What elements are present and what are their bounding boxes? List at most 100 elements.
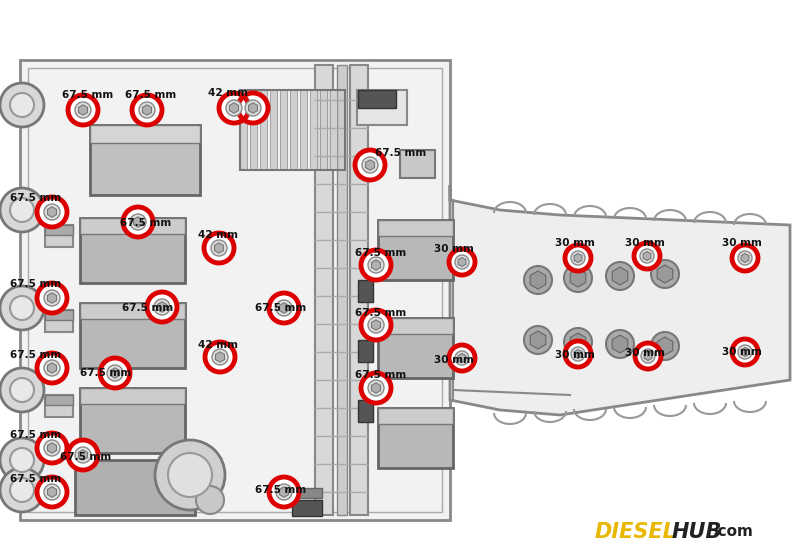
Circle shape	[651, 332, 679, 360]
Bar	[358, 400, 373, 422]
Circle shape	[455, 351, 469, 365]
Text: 67.5 mm: 67.5 mm	[255, 303, 306, 313]
Bar	[378, 220, 453, 280]
Bar	[90, 125, 200, 143]
Polygon shape	[658, 337, 673, 355]
Circle shape	[738, 345, 752, 359]
Text: 42 mm: 42 mm	[208, 88, 248, 98]
Circle shape	[66, 93, 100, 127]
Circle shape	[563, 243, 593, 273]
Circle shape	[359, 248, 393, 282]
Bar	[80, 388, 185, 453]
Circle shape	[276, 484, 292, 500]
Polygon shape	[110, 368, 119, 378]
Circle shape	[564, 328, 592, 356]
Circle shape	[571, 347, 585, 361]
Circle shape	[10, 93, 34, 117]
Circle shape	[75, 447, 91, 463]
Polygon shape	[371, 320, 381, 330]
Polygon shape	[574, 349, 582, 359]
Text: 67.5 mm: 67.5 mm	[10, 279, 62, 289]
Polygon shape	[47, 487, 57, 497]
Circle shape	[130, 214, 146, 230]
Bar	[280, 90, 287, 170]
Circle shape	[447, 343, 477, 373]
Bar	[300, 90, 307, 170]
Polygon shape	[134, 217, 142, 227]
Polygon shape	[458, 257, 466, 267]
Polygon shape	[47, 293, 57, 303]
Bar	[378, 408, 453, 424]
Circle shape	[455, 255, 469, 269]
Circle shape	[563, 339, 593, 369]
Circle shape	[564, 264, 592, 292]
Polygon shape	[530, 331, 546, 349]
Circle shape	[368, 380, 384, 396]
Bar	[240, 90, 247, 170]
Polygon shape	[658, 265, 673, 283]
Bar	[292, 488, 322, 498]
Circle shape	[0, 286, 44, 330]
Circle shape	[641, 349, 655, 363]
Circle shape	[730, 337, 760, 367]
Bar	[310, 90, 317, 170]
Polygon shape	[371, 260, 381, 270]
Polygon shape	[214, 243, 223, 253]
Polygon shape	[78, 105, 87, 115]
Bar	[45, 310, 73, 332]
Bar	[358, 340, 373, 362]
Polygon shape	[530, 271, 546, 289]
Text: 67.5 mm: 67.5 mm	[10, 474, 62, 484]
Bar	[45, 395, 73, 417]
Circle shape	[571, 251, 585, 265]
Circle shape	[353, 148, 387, 182]
Text: 30 mm: 30 mm	[434, 244, 474, 254]
Circle shape	[633, 341, 663, 371]
Circle shape	[44, 484, 60, 500]
Bar	[80, 303, 185, 368]
Text: 30 mm: 30 mm	[625, 238, 665, 248]
Circle shape	[606, 330, 634, 358]
Text: 67.5 mm: 67.5 mm	[375, 148, 426, 158]
Polygon shape	[142, 105, 151, 115]
Circle shape	[35, 195, 69, 229]
Text: 67.5 mm: 67.5 mm	[355, 248, 406, 258]
Polygon shape	[215, 352, 225, 362]
Text: 67.5 mm: 67.5 mm	[255, 485, 306, 495]
Circle shape	[98, 356, 132, 390]
Circle shape	[168, 453, 212, 497]
Bar	[378, 318, 453, 334]
Circle shape	[44, 290, 60, 306]
Polygon shape	[230, 103, 238, 113]
Bar	[315, 65, 333, 515]
Text: 30 mm: 30 mm	[434, 355, 474, 365]
Text: 30 mm: 30 mm	[555, 238, 595, 248]
Bar	[330, 90, 337, 170]
Circle shape	[245, 100, 261, 116]
Bar	[358, 90, 396, 108]
Circle shape	[10, 378, 34, 402]
Circle shape	[267, 475, 301, 509]
Polygon shape	[570, 269, 586, 287]
Circle shape	[632, 241, 662, 271]
Polygon shape	[249, 103, 258, 113]
Circle shape	[203, 340, 237, 374]
Text: 67.5 mm: 67.5 mm	[10, 430, 62, 440]
Circle shape	[606, 262, 634, 290]
Circle shape	[651, 260, 679, 288]
Circle shape	[359, 308, 393, 342]
Circle shape	[211, 240, 227, 256]
Circle shape	[524, 326, 552, 354]
Circle shape	[44, 360, 60, 376]
Circle shape	[217, 91, 251, 125]
Circle shape	[66, 438, 100, 472]
Circle shape	[226, 100, 242, 116]
Text: HUB: HUB	[672, 522, 722, 542]
Circle shape	[0, 83, 44, 127]
Circle shape	[10, 448, 34, 472]
Bar	[292, 500, 322, 516]
Bar	[45, 225, 73, 235]
Text: 67.5 mm: 67.5 mm	[60, 452, 111, 462]
Circle shape	[107, 365, 123, 381]
Circle shape	[35, 475, 69, 509]
